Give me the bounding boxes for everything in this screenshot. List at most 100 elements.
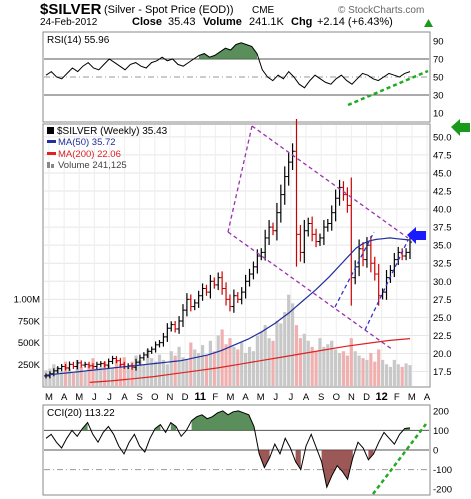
price-bar: [145, 348, 150, 358]
price-bar: [134, 358, 139, 371]
volume-bar: [177, 346, 181, 386]
price-tick-label: 45.0: [433, 168, 452, 179]
price-tick-label: 37.5: [433, 223, 452, 234]
price-bar: [118, 357, 123, 368]
volume-bar: [83, 371, 87, 386]
price-bar: [216, 272, 221, 291]
volume-bar: [302, 333, 306, 386]
volume-bar: [306, 340, 310, 386]
price-bar: [274, 202, 279, 241]
x-tick-label: A: [121, 392, 128, 403]
cci-tick-label: -100: [433, 465, 452, 476]
price-bar: [114, 356, 119, 364]
volume-bar: [353, 351, 357, 386]
volume-bar: [153, 361, 158, 386]
price-bar: [263, 229, 268, 261]
price-bar: [345, 187, 350, 213]
price-tick-label: 40.0: [433, 205, 452, 216]
price-bar: [243, 274, 248, 299]
volume-bar: [95, 368, 99, 386]
price-bar: [102, 361, 107, 368]
volume-bar: [369, 352, 373, 386]
volume-bar: [208, 340, 212, 386]
legend-volume: Volume 241,125: [58, 160, 127, 171]
price-bar: [267, 220, 272, 245]
price-bar: [212, 277, 217, 289]
volume-bar: [290, 303, 295, 386]
volume-bar: [263, 325, 267, 386]
price-bar: [204, 284, 209, 296]
volume-bar: [310, 346, 314, 386]
price-bar: [90, 363, 95, 370]
rsi-tick-label: 30: [433, 91, 444, 102]
green-arrow-icon: [451, 119, 470, 136]
x-tick-label: J: [273, 392, 278, 403]
volume-bar: [408, 365, 412, 386]
price-bar: [165, 323, 170, 342]
price-bar: [310, 216, 315, 242]
volume-bar: [197, 352, 201, 386]
x-tick-label: M: [45, 392, 53, 403]
volume-bar: [204, 355, 209, 386]
price-bar: [180, 304, 185, 328]
cci-label: CCI(20) 113.22: [47, 408, 115, 419]
price-bar: [235, 292, 240, 303]
price-tick-label: 50.0: [433, 132, 452, 143]
volume-bar: [377, 349, 381, 386]
price-bar: [271, 222, 276, 236]
volume-bar: [384, 364, 389, 386]
volume-bar: [341, 351, 346, 386]
volume-bar: [161, 359, 166, 386]
x-tick-label: 11: [194, 391, 206, 403]
blue-arrow-icon: [407, 227, 426, 244]
rsi-tick-label: 50: [433, 73, 444, 84]
price-bar: [239, 287, 244, 305]
volume-bar: [361, 358, 365, 386]
x-tick-label: M: [408, 392, 416, 403]
x-tick-label: D: [363, 392, 370, 403]
x-tick-label: A: [424, 392, 431, 403]
price-bar: [290, 143, 295, 171]
price-bar: [137, 354, 142, 366]
price-bar: [208, 274, 213, 299]
price-frame: [42, 123, 431, 388]
x-tick-label: M: [75, 392, 83, 403]
volume-bar: [326, 344, 330, 386]
volume-bar: [130, 361, 134, 386]
price-bar: [71, 361, 76, 370]
volume-bar: [103, 361, 107, 386]
volume-bar: [67, 368, 72, 386]
x-tick-label: D: [182, 392, 189, 403]
price-bar: [196, 290, 201, 308]
price-tick-label: 20.0: [433, 349, 452, 360]
price-bar: [314, 228, 319, 248]
price-bar: [177, 316, 182, 334]
volume-bar: [107, 365, 111, 386]
volume-bar: [232, 346, 236, 386]
volume-tick-label: 500K: [18, 338, 41, 349]
price-bar: [188, 294, 193, 312]
price-bar: [349, 177, 354, 306]
volume-bar: [114, 359, 119, 386]
cci-fill-region: [295, 450, 301, 470]
price-title: $SILVER (Weekly) 35.43: [57, 126, 168, 137]
x-tick-label: O: [151, 392, 158, 403]
volume-bar: [63, 361, 68, 386]
cci-tick-label: 0: [433, 446, 438, 457]
price-bar: [286, 153, 291, 186]
price-bar: [141, 352, 146, 361]
rsi-tick-label: 90: [433, 37, 444, 48]
price-bar: [55, 366, 60, 374]
price-bar: [282, 166, 287, 205]
volume-bar: [150, 358, 154, 386]
exchange-label: CME: [252, 5, 275, 16]
price-bar: [259, 248, 264, 261]
ma50-line: [45, 237, 411, 376]
price-bar: [376, 264, 381, 306]
volume-bar: [146, 349, 150, 386]
rsi-line: [45, 42, 411, 89]
volume-bar: [60, 371, 64, 386]
